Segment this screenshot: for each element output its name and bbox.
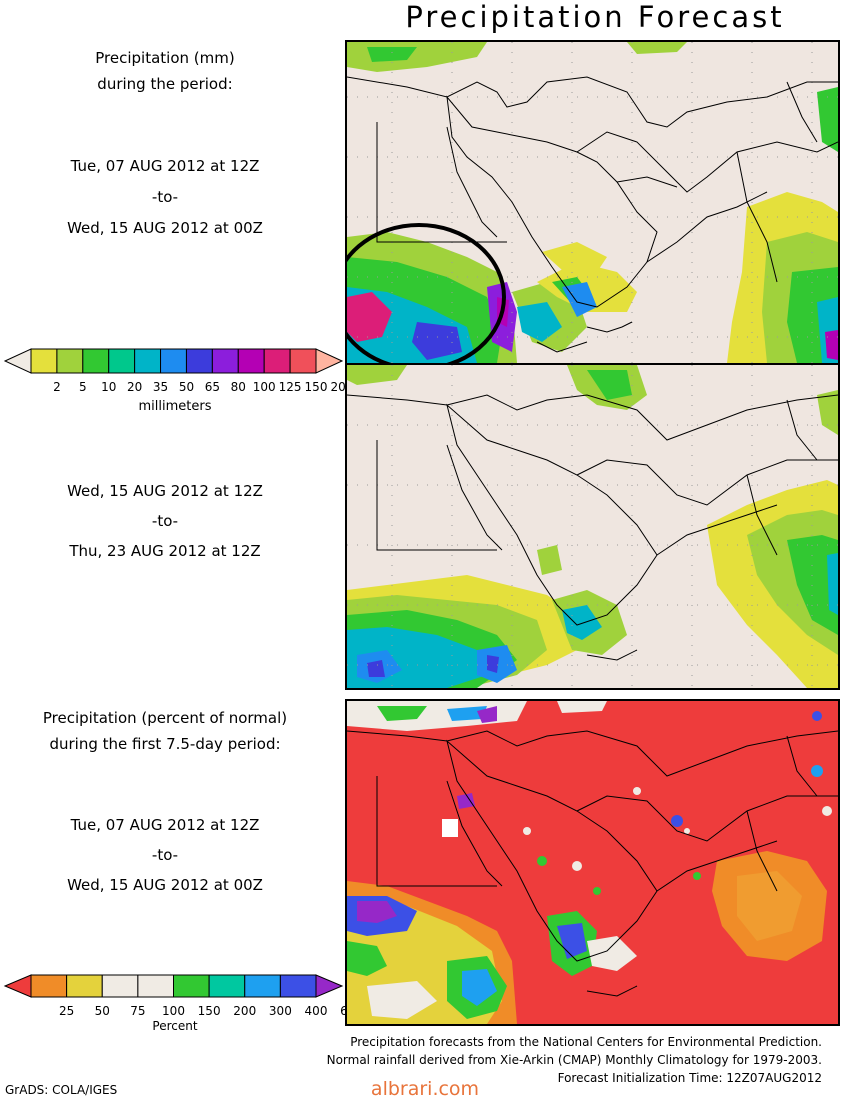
- panel1-heading: Precipitation (mm) during the period:: [0, 45, 330, 97]
- mm-colorbar-tick-label: 20: [126, 380, 143, 394]
- panel3-heading-line2: during the first 7.5-day period:: [49, 735, 281, 753]
- panel1-heading-line2: during the period:: [97, 75, 233, 93]
- rain-field-sahel: [347, 545, 627, 688]
- mm-colorbar-swatch: [185, 348, 213, 374]
- mm-colorbar-swatch: [211, 348, 239, 374]
- panel3-start: Tue, 07 AUG 2012 at 12Z: [70, 816, 260, 834]
- panel3-heading-line1: Precipitation (percent of normal): [42, 709, 288, 727]
- mm-colorbar-tick-label: 65: [204, 380, 220, 394]
- rain-field-india-week2: [707, 390, 838, 688]
- percent-colorbar-tick-label: 200: [233, 1004, 257, 1018]
- precip-map-week2: [347, 365, 838, 688]
- grads-credit: GrADS: COLA/IGES: [5, 1083, 118, 1097]
- country-borders-3: [347, 730, 838, 997]
- footer-line2: Normal rainfall derived from Xie-Arkin (…: [326, 1053, 822, 1067]
- percent-field-scatter: [523, 711, 832, 895]
- percent-colorbar-tick-label: 150: [197, 1004, 221, 1018]
- panel1-start: Tue, 07 AUG 2012 at 12Z: [70, 157, 260, 175]
- mm-colorbar-tick-label: 2: [53, 380, 61, 394]
- percent-field-north: [347, 701, 607, 837]
- map-panel-percent-normal: [345, 699, 840, 1026]
- footer-credits: Precipitation forecasts from the Nationa…: [327, 1033, 822, 1087]
- mm-colorbar-tick-label: 5: [78, 380, 87, 394]
- mm-colorbar-swatch: [82, 348, 110, 374]
- mm-colorbar-tick-label: 150: [304, 380, 328, 394]
- panel3-period: Tue, 07 AUG 2012 at 12Z -to- Wed, 15 AUG…: [0, 810, 330, 900]
- page-title: Precipitation Forecast: [405, 0, 785, 34]
- mm-unit: millimeters: [138, 399, 212, 414]
- percent-colorbar-swatch: [173, 974, 210, 998]
- panel1-heading-line1: Precipitation (mm): [95, 49, 235, 67]
- country-borders: [347, 76, 838, 353]
- footer-line1: Precipitation forecasts from the Nationa…: [350, 1035, 822, 1049]
- percent-colorbar: [3, 974, 344, 998]
- mm-colorbar-tick-label: 35: [152, 380, 169, 394]
- mm-colorbar-swatch: [134, 348, 162, 374]
- highlight-circle: [347, 223, 506, 363]
- percent-colorbar-tick-label: 25: [58, 1004, 75, 1018]
- mm-colorbar-ticks: 2 5 10 20 35 50 65 80 100 125 150 200: [0, 380, 353, 396]
- panel2-sep: -to-: [151, 512, 179, 530]
- percent-colorbar-swatch: [279, 974, 317, 998]
- percent-unit: Percent: [152, 1019, 198, 1033]
- percent-colorbar-tick-label: 400: [304, 1004, 328, 1018]
- percent-colorbar-tick-label: 50: [94, 1004, 110, 1018]
- percent-field-orange: [712, 851, 827, 961]
- mm-colorbar-swatch: [108, 348, 136, 374]
- percent-colorbar-swatch: [208, 974, 246, 998]
- country-borders-2: [347, 394, 838, 661]
- percent-colorbar-tick-label: 100: [162, 1004, 185, 1018]
- percent-normal-map: [347, 701, 838, 1024]
- mm-colorbar-swatch: [56, 348, 84, 374]
- percent-colorbar-ticks: 255075100150200300400600: [0, 1004, 363, 1020]
- mm-colorbar-swatch: [237, 348, 265, 374]
- mm-colorbar-arrow-low: [3, 348, 32, 374]
- rain-field-sudan: [347, 232, 517, 363]
- percent-colorbar-swatch: [244, 974, 281, 998]
- mm-colorbar-swatch: [30, 348, 58, 374]
- mm-colorbar-swatch: [289, 348, 317, 374]
- rain-field-india: [727, 87, 838, 363]
- mm-colorbar: [3, 348, 344, 374]
- panel3-end: Wed, 15 AUG 2012 at 00Z: [67, 876, 263, 894]
- panel1-sep: -to-: [151, 188, 179, 206]
- percent-colorbar-swatch: [30, 974, 68, 998]
- panel3-heading: Precipitation (percent of normal) during…: [0, 705, 330, 757]
- mm-colorbar-tick-label: 80: [230, 380, 246, 394]
- panel3-sep: -to-: [151, 846, 179, 864]
- mm-colorbar-swatch: [263, 348, 291, 374]
- precip-map-week1: [347, 42, 838, 363]
- percent-colorbar-swatch: [66, 974, 103, 998]
- mm-colorbar-tick-label: 100: [252, 380, 276, 394]
- percent-colorbar-swatch: [137, 974, 174, 998]
- mm-colorbar-tick-label: 125: [278, 380, 302, 394]
- mm-colorbar-arrow-high: [315, 348, 344, 374]
- map-panel-precip-week1: [345, 40, 840, 365]
- percent-colorbar-arrow-high: [315, 974, 344, 998]
- panel2-period: Wed, 15 AUG 2012 at 12Z -to- Thu, 23 AUG…: [0, 476, 330, 566]
- panel1-end: Wed, 15 AUG 2012 at 00Z: [67, 219, 263, 237]
- mm-colorbar-swatch: [160, 348, 187, 374]
- footer-line3: Forecast Initialization Time: 12Z07AUG20…: [557, 1071, 822, 1085]
- mm-colorbar-tick-label: 10: [101, 380, 117, 394]
- percent-field-africa: [347, 881, 637, 1024]
- percent-colorbar-tick-label: 75: [130, 1004, 146, 1018]
- mm-colorbar-tick-label: 50: [178, 380, 195, 394]
- rain-field-yemen: [542, 242, 607, 317]
- percent-colorbar-tick-label: 300: [268, 1004, 292, 1018]
- panel2-start: Wed, 15 AUG 2012 at 12Z: [67, 482, 263, 500]
- rain-field-turkey: [347, 42, 687, 72]
- percent-colorbar-swatch: [101, 974, 139, 998]
- rain-field-caucasus: [347, 365, 647, 410]
- map-panel-precip-week2: [345, 363, 840, 690]
- watermark: albrari.com: [370, 1078, 480, 1100]
- panel1-period: Tue, 07 AUG 2012 at 12Z -to- Wed, 15 AUG…: [0, 151, 330, 244]
- panel2-end: Thu, 23 AUG 2012 at 12Z: [69, 542, 261, 560]
- percent-colorbar-arrow-low: [3, 974, 32, 998]
